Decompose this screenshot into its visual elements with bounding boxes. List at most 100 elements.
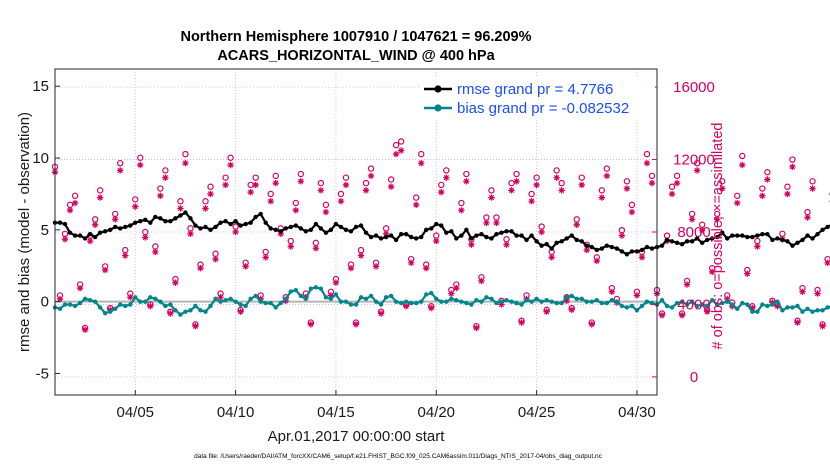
rmse-point: [188, 216, 193, 221]
obs-assimilated-point: [332, 279, 340, 286]
obs-assimilated-point: [327, 292, 335, 299]
bias-point: [278, 300, 283, 306]
bias-point: [62, 302, 68, 307]
bias-point: [434, 296, 439, 301]
bias-point: [143, 299, 148, 304]
bias-point: [303, 296, 309, 301]
obs-assimilated-point: [648, 179, 656, 187]
bias-point: [188, 308, 193, 313]
obs-possible-point: [463, 170, 470, 178]
legend-bias-marker: [434, 104, 442, 112]
obs-assimilated-point: [488, 194, 495, 201]
obs-assimilated-point: [618, 232, 626, 239]
obs-assimilated-point: [317, 187, 325, 194]
rmse-point: [815, 231, 820, 237]
obs-assimilated-point: [518, 319, 525, 326]
obs-assimilated-point: [187, 230, 194, 238]
bias-point: [780, 308, 785, 313]
rmse-point: [92, 234, 98, 240]
obs-assimilated-point: [277, 230, 284, 238]
obs-assimilated-point: [448, 290, 455, 297]
rmse-point: [649, 246, 655, 251]
obs-assimilated-point: [61, 236, 69, 243]
rmse-point: [750, 234, 755, 240]
rmse-point: [634, 249, 640, 254]
obs-assimilated-point: [337, 198, 345, 205]
bias-point: [715, 302, 720, 307]
obs-assimilated-point: [724, 295, 731, 303]
rmse-point: [735, 233, 740, 238]
obs-possible-point: [759, 185, 766, 192]
obs-assimilated-point: [708, 268, 716, 276]
legend-bias-label: bias grand pr = -0.082532: [457, 100, 629, 117]
rmse-point: [288, 224, 293, 230]
obs-possible-point: [598, 187, 606, 194]
rmse-point: [228, 221, 233, 227]
obs-assimilated-point: [352, 321, 360, 328]
obs-assimilated-point: [202, 205, 209, 212]
rmse-series: [52, 210, 830, 257]
rmse-point: [419, 234, 424, 240]
bias-point: [775, 299, 780, 304]
obs-possible-point: [387, 176, 395, 183]
bias-point: [529, 299, 534, 304]
bias-point: [148, 295, 153, 300]
obs-assimilated-point: [407, 259, 415, 266]
chart-subtitle: ACARS_HORIZONTAL_WIND @ 400 hPa: [217, 48, 495, 64]
bias-point: [720, 300, 725, 306]
obs-assimilated-point: [588, 321, 595, 328]
rmse-point: [694, 236, 700, 241]
obs-possible-point: [272, 172, 279, 180]
bias-point: [419, 299, 424, 304]
rmse-point: [745, 234, 750, 240]
rmse-point: [358, 223, 364, 228]
obs-assimilated-point: [458, 207, 465, 214]
y-tick-label: 0: [41, 294, 49, 311]
bias-point: [479, 299, 484, 304]
rmse-point: [303, 229, 309, 234]
rmse-point: [424, 227, 429, 233]
bias-point: [639, 303, 645, 309]
rmse-point: [770, 237, 775, 243]
rmse-point: [57, 220, 63, 225]
rmse-point: [775, 236, 780, 241]
bias-point: [669, 305, 675, 310]
obs-possible-point: [668, 183, 676, 190]
rmse-point: [549, 246, 554, 251]
obs-assimilated-point: [513, 178, 520, 185]
obs-possible-point: [267, 190, 274, 198]
obs-assimilated-point: [784, 190, 791, 198]
obs-possible-point: [342, 174, 350, 181]
obs-assimilated-point: [438, 188, 445, 196]
bias-point: [393, 299, 399, 304]
obs-possible-point: [443, 167, 450, 174]
rmse-point: [740, 233, 745, 238]
rmse-point: [514, 233, 519, 238]
rmse-point: [293, 223, 298, 228]
obs-assimilated-point: [553, 174, 560, 181]
bias-point: [694, 303, 700, 309]
rmse-point: [62, 221, 68, 227]
rmse-point: [133, 220, 138, 225]
obs-assimilated-point: [192, 322, 199, 330]
bias-point: [659, 298, 665, 303]
rmse-point: [484, 234, 489, 240]
bias-point: [444, 299, 449, 304]
obs-possible-point: [628, 201, 636, 209]
obs-assimilated-point: [498, 301, 505, 308]
obs-assimilated-point: [623, 185, 631, 192]
obs-assimilated-point: [568, 306, 575, 314]
bias-point: [519, 302, 524, 307]
obs-assimilated-point: [759, 192, 766, 199]
obs-assimilated-point: [227, 161, 234, 169]
rmse-point: [273, 227, 278, 233]
obs-assimilated-point: [673, 179, 681, 187]
bias-point: [810, 309, 815, 314]
bias-point: [283, 296, 288, 301]
bias-point: [499, 299, 504, 304]
rmse-point: [669, 239, 675, 244]
rmse-point: [479, 231, 484, 237]
bias-point: [494, 300, 499, 306]
obs-possible-point: [693, 159, 701, 167]
bias-point: [403, 299, 409, 304]
